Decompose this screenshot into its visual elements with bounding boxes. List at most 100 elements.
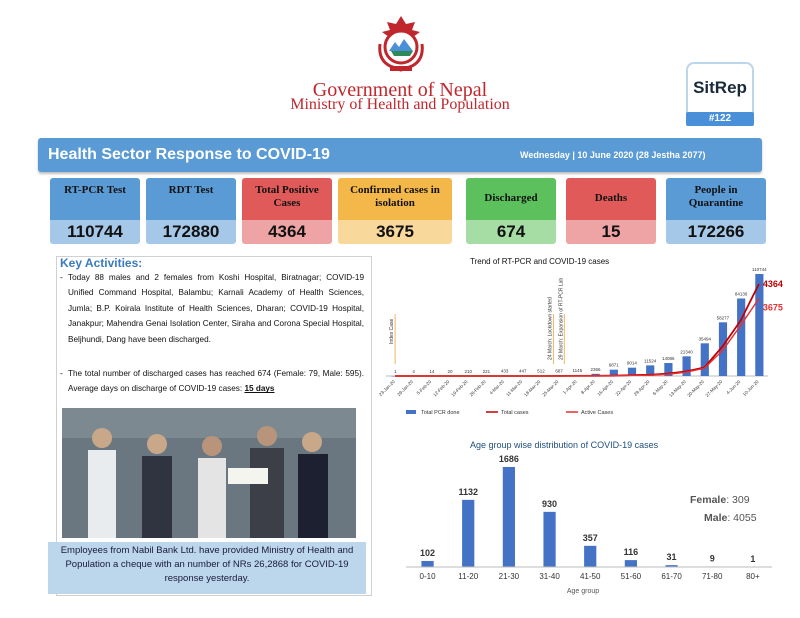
stat-card-quarantine: People in Quarantine 172266 xyxy=(666,178,766,244)
stat-label: Deaths xyxy=(594,192,628,204)
age-tick-label: 41-50 xyxy=(580,572,601,581)
pcr-value-label: 687 xyxy=(555,368,563,373)
age-value-label: 1132 xyxy=(458,487,478,497)
pcr-value-label: 14086 xyxy=(662,356,675,361)
cheque-handover-photo xyxy=(62,408,356,538)
age-bar xyxy=(665,565,678,567)
sitrep-label: SitRep xyxy=(693,78,747,97)
x-tick-label: 18-Mar-20 xyxy=(523,379,542,398)
age-axis-label: Age group xyxy=(567,588,599,595)
age-tick-label: 71-80 xyxy=(702,572,723,581)
pcr-value-label: 20 xyxy=(448,369,454,374)
photo-caption: Employees from Nabil Bank Ltd. have prov… xyxy=(48,542,366,594)
pcr-bar xyxy=(700,343,709,376)
stat-card-deaths: Deaths 15 xyxy=(566,178,656,244)
legend-label: Active Cases xyxy=(581,410,613,416)
age-value-label: 1 xyxy=(750,554,755,564)
x-tick-label: 11-Mar-20 xyxy=(505,379,523,397)
x-tick-label: 6-May-20 xyxy=(652,379,669,396)
annotation-label: Index Case xyxy=(389,318,395,344)
stat-card-total-positive: Total Positive Cases 4364 xyxy=(242,178,332,244)
pcr-value-label: 35494 xyxy=(698,336,711,341)
banner-date: Wednesday | 10 June 2020 (28 Jestha 2077… xyxy=(520,150,706,160)
pcr-value-label: 6871 xyxy=(609,363,620,368)
x-tick-label: 25-Mar-20 xyxy=(541,379,560,398)
legend-label: Total cases xyxy=(501,410,529,416)
female-value: : 309 xyxy=(726,494,750,506)
female-count: Female: 309 xyxy=(690,494,750,506)
stat-card-rdt: RDT Test 172880 xyxy=(146,178,236,244)
age-tick-label: 21-30 xyxy=(499,572,520,581)
x-tick-label: 12-Feb-20 xyxy=(432,379,451,398)
pcr-value-label: 9014 xyxy=(627,361,638,366)
pcr-value-label: 210 xyxy=(464,369,472,374)
stat-card-isolation: Confirmed cases in isolation 3675 xyxy=(338,178,452,244)
x-tick-label: 8-Apr-20 xyxy=(580,379,596,395)
pcr-bar xyxy=(737,298,746,376)
x-tick-label: 15-Apr-20 xyxy=(596,379,614,397)
key-activities-title: Key Activities: xyxy=(60,256,143,270)
pcr-value-label: 433 xyxy=(501,369,509,374)
age-bar xyxy=(421,560,434,567)
x-tick-label: 22-Apr-20 xyxy=(615,379,633,397)
age-bar xyxy=(502,467,515,567)
female-label: Female xyxy=(690,494,726,506)
annotation-label: 24 March: Lockdown started xyxy=(547,297,553,360)
stat-label: Total Positive Cases xyxy=(255,184,319,209)
male-label: Male xyxy=(704,512,728,524)
male-count: Male: 4055 xyxy=(704,512,757,524)
pcr-value-label: 110744 xyxy=(752,267,767,272)
age-tick-label: 11-20 xyxy=(458,572,478,581)
stat-value: 110744 xyxy=(50,220,140,244)
age-bar xyxy=(462,499,475,567)
x-tick-label: 20-May-20 xyxy=(686,379,705,398)
pcr-value-label: 21340 xyxy=(680,349,693,354)
age-tick-label: 51-60 xyxy=(621,572,642,581)
stat-label: Confirmed cases in isolation xyxy=(350,184,440,209)
avg-days-value: 15 days xyxy=(244,384,275,394)
x-tick-label: 4-Jun-20 xyxy=(725,379,741,395)
age-chart: 102 0-10 1132 11-20 1686 21-30 930 31-40 357 41-5… xyxy=(406,454,772,595)
annotation-label: 29 March: Expansion of RT-PCR Lab xyxy=(558,278,564,360)
x-tick-label: 19-Feb-20 xyxy=(450,379,469,398)
age-tick-label: 31-40 xyxy=(539,572,560,581)
age-tick-label: 61-70 xyxy=(661,572,682,581)
pcr-value-label: 221 xyxy=(483,369,491,374)
title-banner xyxy=(38,138,762,172)
pcr-value-label: 447 xyxy=(519,369,527,374)
ministry-title: Ministry of Health and Population xyxy=(290,96,510,113)
x-tick-label: 5-Feb-20 xyxy=(416,379,433,396)
active-cases-line xyxy=(395,298,760,377)
age-value-label: 930 xyxy=(542,499,557,509)
age-bar xyxy=(584,545,597,567)
x-tick-label: 27-May-20 xyxy=(704,379,723,398)
bullet-marker: - xyxy=(60,273,63,282)
legend-label: Total PCR done xyxy=(421,410,460,416)
sitrep-number: #122 xyxy=(686,112,754,126)
pcr-value-label: 1 xyxy=(394,369,397,374)
age-bar xyxy=(624,560,637,567)
pcr-value-label: 512 xyxy=(537,369,545,374)
trend-chart: 1 23-Jan-20 4 29-Jan-20 14 5-Feb-20 20 12-Feb-2… xyxy=(378,267,783,416)
x-tick-label: 4-Mar-20 xyxy=(488,379,505,396)
stat-value: 172266 xyxy=(666,220,766,244)
pcr-value-label: 84136 xyxy=(735,292,748,297)
stat-value: 4364 xyxy=(242,220,332,244)
bullet-marker: - xyxy=(60,369,63,378)
pcr-value-label: 2366 xyxy=(591,367,602,372)
activity-bullet-2: The total number of discharged cases has… xyxy=(68,366,364,397)
stat-value: 172880 xyxy=(146,220,236,244)
stat-label: People in Quarantine xyxy=(688,184,744,209)
age-value-label: 9 xyxy=(710,553,715,563)
age-bar xyxy=(543,511,556,567)
pcr-bar xyxy=(646,365,655,376)
pcr-value-label: 1145 xyxy=(573,368,583,373)
nepal-emblem xyxy=(370,14,432,74)
stat-label: RDT Test xyxy=(168,184,214,196)
age-chart-title: Age group wise distribution of COVID-19 … xyxy=(470,440,659,450)
pcr-bar xyxy=(627,367,637,376)
pcr-bar xyxy=(609,369,618,376)
age-value-label: 31 xyxy=(667,552,677,562)
pcr-value-label: 11524 xyxy=(644,358,657,363)
age-value-label: 102 xyxy=(420,548,435,558)
